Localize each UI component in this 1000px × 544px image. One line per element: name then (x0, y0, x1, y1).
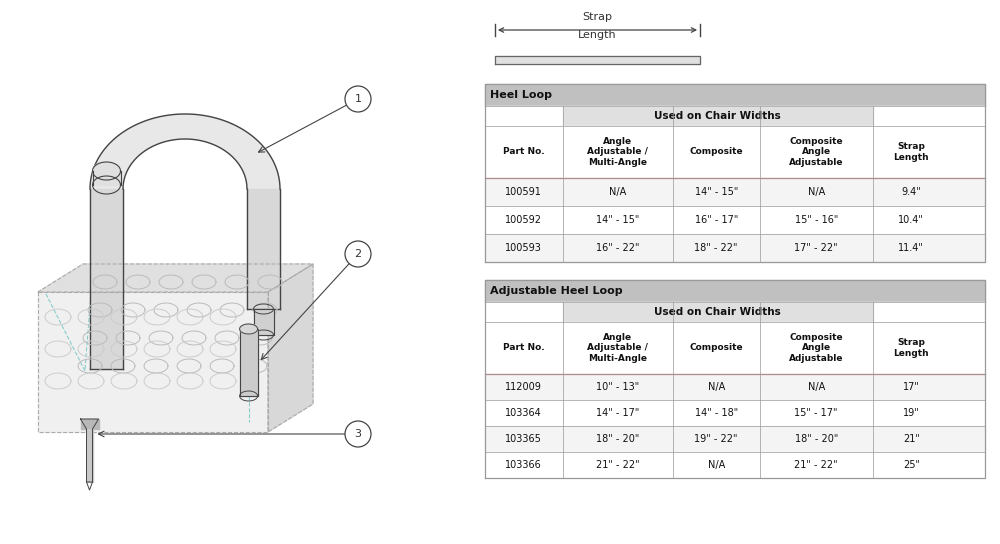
Polygon shape (247, 189, 280, 309)
Circle shape (345, 241, 371, 267)
Polygon shape (87, 429, 92, 482)
Text: N/A: N/A (708, 382, 725, 392)
Text: 11.4": 11.4" (898, 243, 924, 253)
Text: Used on Chair Widths: Used on Chair Widths (654, 307, 781, 317)
Text: 15" - 17": 15" - 17" (794, 408, 838, 418)
Polygon shape (485, 106, 985, 126)
Text: 16" - 17": 16" - 17" (695, 215, 738, 225)
Text: 103366: 103366 (505, 460, 542, 470)
Polygon shape (90, 189, 123, 369)
Text: 25": 25" (903, 460, 920, 470)
Text: Angle
Adjustable /
Multi-Angle: Angle Adjustable / Multi-Angle (587, 137, 648, 167)
Polygon shape (268, 264, 313, 432)
Text: 14" - 15": 14" - 15" (596, 215, 639, 225)
Text: 14" - 18": 14" - 18" (695, 408, 738, 418)
Text: 15" - 16": 15" - 16" (795, 215, 838, 225)
Text: 3: 3 (354, 429, 362, 439)
Polygon shape (38, 292, 268, 432)
Text: 19" - 22": 19" - 22" (694, 434, 738, 444)
Polygon shape (240, 324, 258, 334)
Polygon shape (485, 206, 985, 234)
Text: Composite: Composite (689, 343, 743, 353)
Text: Part No.: Part No. (503, 147, 545, 157)
Text: 2: 2 (354, 249, 362, 259)
Text: 103365: 103365 (505, 434, 542, 444)
Text: 16" - 22": 16" - 22" (596, 243, 639, 253)
Text: 10.4": 10.4" (898, 215, 924, 225)
Polygon shape (38, 264, 313, 292)
Text: Heel Loop: Heel Loop (490, 90, 552, 100)
Text: Angle
Adjustable /
Multi-Angle: Angle Adjustable / Multi-Angle (587, 333, 648, 363)
Text: 17" - 22": 17" - 22" (794, 243, 838, 253)
Polygon shape (485, 84, 985, 106)
Polygon shape (562, 107, 872, 125)
Text: 18" - 22": 18" - 22" (694, 243, 738, 253)
Text: 100593: 100593 (505, 243, 542, 253)
Text: 21": 21" (903, 434, 920, 444)
Polygon shape (485, 322, 985, 374)
Polygon shape (562, 303, 872, 321)
Polygon shape (92, 171, 120, 185)
Text: Strap: Strap (582, 12, 612, 22)
Polygon shape (90, 114, 280, 189)
Text: Strap
Length: Strap Length (893, 338, 929, 358)
Polygon shape (485, 400, 985, 426)
Polygon shape (485, 126, 985, 178)
Polygon shape (485, 452, 985, 478)
Polygon shape (495, 56, 700, 64)
Polygon shape (254, 309, 274, 335)
Circle shape (345, 421, 371, 447)
Text: N/A: N/A (808, 382, 825, 392)
Text: 14" - 17": 14" - 17" (596, 408, 639, 418)
Text: 9.4": 9.4" (901, 187, 921, 197)
Text: 100592: 100592 (505, 215, 542, 225)
Text: N/A: N/A (708, 460, 725, 470)
Polygon shape (240, 329, 258, 396)
Polygon shape (485, 280, 985, 302)
Text: 14" - 15": 14" - 15" (695, 187, 738, 197)
Text: Used on Chair Widths: Used on Chair Widths (654, 111, 781, 121)
Text: Adjustable Heel Loop: Adjustable Heel Loop (490, 286, 623, 296)
Text: 18" - 20": 18" - 20" (795, 434, 838, 444)
Text: 19": 19" (903, 408, 920, 418)
Text: Strap
Length: Strap Length (893, 143, 929, 162)
Polygon shape (485, 302, 985, 322)
Text: 100591: 100591 (505, 187, 542, 197)
Polygon shape (93, 162, 120, 180)
Text: Composite
Angle
Adjustable: Composite Angle Adjustable (789, 333, 844, 363)
Circle shape (345, 86, 371, 112)
Text: 21" - 22": 21" - 22" (596, 460, 639, 470)
Text: 18" - 20": 18" - 20" (596, 434, 639, 444)
Polygon shape (485, 426, 985, 452)
Text: Composite: Composite (689, 147, 743, 157)
Text: 21" - 22": 21" - 22" (794, 460, 838, 470)
Polygon shape (485, 374, 985, 400)
Text: 1: 1 (354, 94, 362, 104)
Text: N/A: N/A (808, 187, 825, 197)
Polygon shape (485, 234, 985, 262)
Text: Part No.: Part No. (503, 343, 545, 353)
Text: 103364: 103364 (505, 408, 542, 418)
Text: 112009: 112009 (505, 382, 542, 392)
Text: 10" - 13": 10" - 13" (596, 382, 639, 392)
Text: 17": 17" (903, 382, 920, 392)
Text: Length: Length (578, 30, 617, 40)
Polygon shape (485, 178, 985, 206)
Polygon shape (80, 419, 98, 429)
Text: N/A: N/A (609, 187, 626, 197)
Text: Composite
Angle
Adjustable: Composite Angle Adjustable (789, 137, 844, 167)
